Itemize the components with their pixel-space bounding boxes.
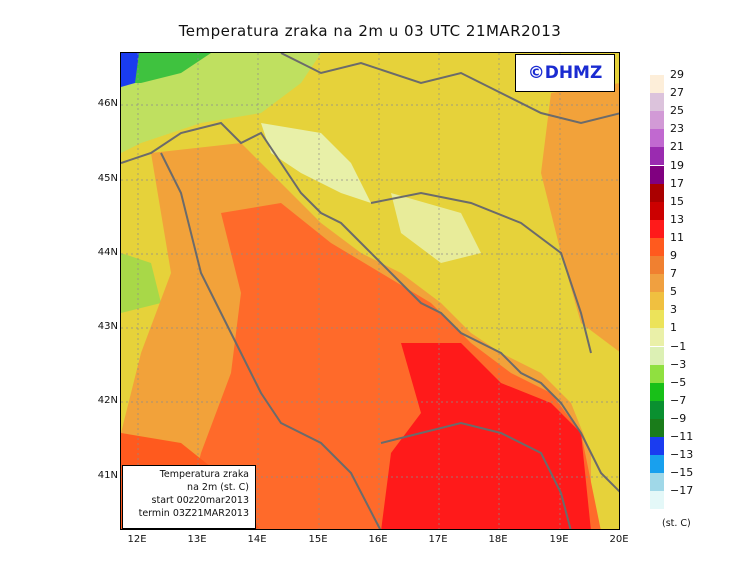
lat-label-43n: 43N xyxy=(97,321,118,332)
legend-swatch xyxy=(650,201,664,220)
legend-label: −17 xyxy=(670,484,694,498)
legend-label: −3 xyxy=(670,357,687,371)
legend-label: 1 xyxy=(670,321,677,335)
legend-label: 9 xyxy=(670,249,677,262)
legend-label: 15 xyxy=(670,194,684,208)
legend-swatch xyxy=(650,75,664,94)
legend-swatch xyxy=(650,328,664,347)
cool-area-bosnia xyxy=(391,193,481,263)
lat-label-42n: 42N xyxy=(97,395,118,406)
legend-label: 19 xyxy=(670,158,684,172)
legend-label: 3 xyxy=(670,303,677,317)
legend-swatch xyxy=(650,310,664,329)
legend-label: 5 xyxy=(670,285,677,299)
lon-label-19e: 19E xyxy=(549,534,569,545)
cool-area-nw xyxy=(121,53,321,153)
legend-label: 17 xyxy=(670,176,684,190)
legend-swatch xyxy=(650,473,664,492)
legend-label: −7 xyxy=(670,393,687,407)
legend-swatch xyxy=(650,129,664,148)
lon-label-16e: 16E xyxy=(368,534,388,545)
lat-label-44n: 44N xyxy=(97,247,118,258)
legend-label: 27 xyxy=(670,86,684,100)
temperature-map xyxy=(120,52,620,530)
info-line-termin: termin 03Z21MAR2013 xyxy=(138,508,249,519)
graticule xyxy=(121,53,619,529)
legend-swatch xyxy=(650,219,664,238)
legend-swatch xyxy=(650,256,664,275)
legend-label: 21 xyxy=(670,140,684,154)
legend-label: −11 xyxy=(670,430,694,443)
legend-swatch xyxy=(650,111,664,130)
legend-label: 23 xyxy=(670,122,684,136)
legend-label: −13 xyxy=(670,448,694,462)
legend-swatch xyxy=(650,147,664,166)
legend-swatch xyxy=(650,418,664,437)
legend-swatch xyxy=(650,165,664,184)
info-line-start: start 00z20mar2013 xyxy=(151,495,249,506)
coldest-area-alps xyxy=(121,53,139,87)
legend-label: 29 xyxy=(670,68,684,81)
legend-swatch xyxy=(650,346,664,365)
legend-swatch xyxy=(650,382,664,401)
lon-label-20e: 20E xyxy=(609,534,629,545)
land-east-orange xyxy=(541,83,619,352)
legend-swatch xyxy=(650,183,664,202)
sea-band-red xyxy=(381,343,591,529)
lon-label-12e: 12E xyxy=(127,534,147,545)
map-title: Temperatura zraka na 2m u 03 UTC 21MAR20… xyxy=(178,22,562,40)
copyright-badge: ©DHMZ xyxy=(515,54,615,92)
coastlines xyxy=(121,53,619,529)
cold-area-alps xyxy=(121,53,211,83)
lon-label-14e: 14E xyxy=(247,534,267,545)
cool-area-italy-coast xyxy=(121,253,161,313)
lon-label-15e: 15E xyxy=(308,534,328,545)
lat-label-45n: 45N xyxy=(97,173,118,184)
legend-label: −5 xyxy=(670,375,687,389)
legend-swatch xyxy=(650,237,664,256)
lat-label-41n: 41N xyxy=(97,470,118,481)
legend-swatch xyxy=(650,93,664,112)
legend-swatch xyxy=(650,455,664,474)
legend-swatch xyxy=(650,400,664,419)
legend-unit: (st. C) xyxy=(662,518,691,529)
map-canvas xyxy=(121,53,619,529)
info-line-field: Temperatura zraka xyxy=(159,469,249,480)
lat-label-46n: 46N xyxy=(97,98,118,109)
cool-area-gorski xyxy=(261,123,371,203)
legend-label: 11 xyxy=(670,230,684,244)
legend-label: −1 xyxy=(670,339,687,353)
legend-label: 7 xyxy=(670,267,677,281)
lon-label-13e: 13E xyxy=(187,534,207,545)
legend-label: −15 xyxy=(670,466,694,480)
lon-label-18e: 18E xyxy=(488,534,508,545)
info-line-unit: na 2m (st. C) xyxy=(187,482,249,493)
legend-label: −9 xyxy=(670,411,687,425)
legend-swatch xyxy=(650,491,664,510)
legend-label: 13 xyxy=(670,212,684,226)
legend-label: 25 xyxy=(670,104,684,118)
legend-swatch xyxy=(650,437,664,456)
legend-swatch xyxy=(650,274,664,293)
legend-swatch xyxy=(650,364,664,383)
lon-label-17e: 17E xyxy=(428,534,448,545)
legend-swatch xyxy=(650,292,664,311)
info-box: Temperatura zraka na 2m (st. C) start 00… xyxy=(122,465,256,529)
